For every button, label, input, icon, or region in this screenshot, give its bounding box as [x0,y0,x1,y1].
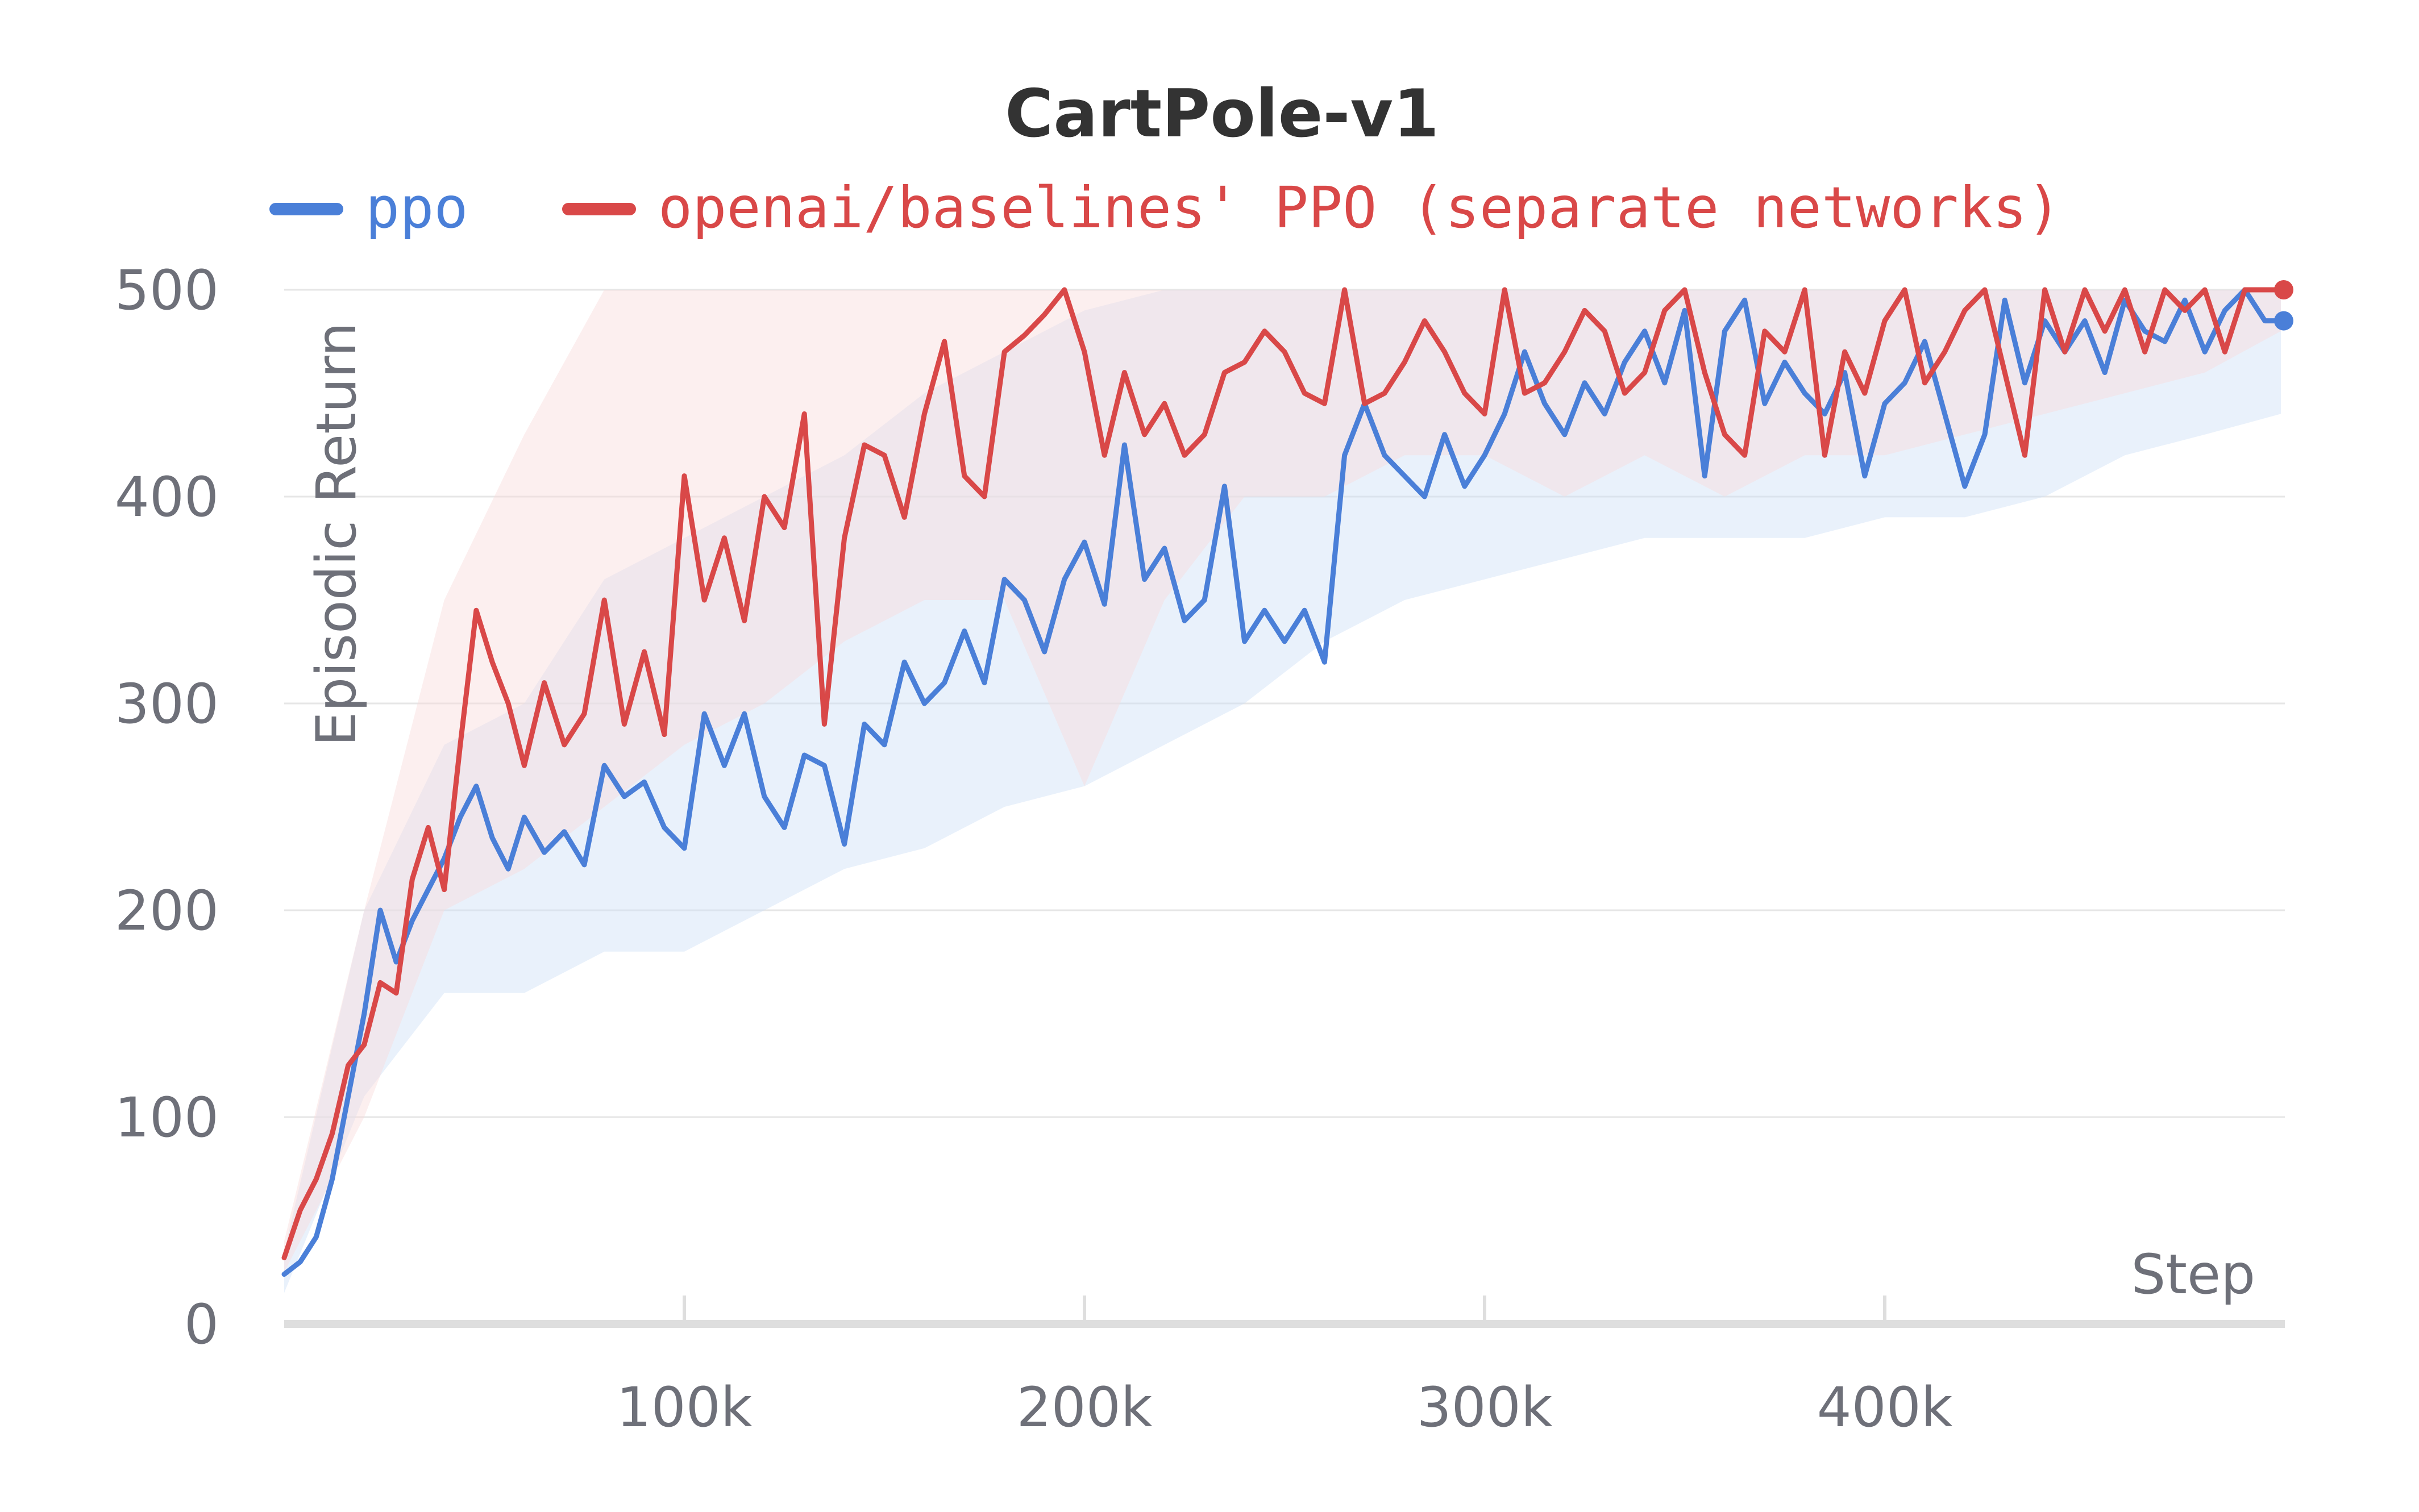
x-tick-label: 100k [617,1376,753,1439]
y-tick-label: 400 [115,465,219,529]
x-tick-label: 300k [1417,1376,1553,1439]
end-marker-series-1 [2273,311,2293,331]
grid [284,289,2285,1118]
y-tick-label: 300 [115,672,219,736]
x-tick-label: 400k [1817,1376,1953,1439]
legend-label: ppo [365,174,468,241]
x-axis: 100k 200k 300k 400k [284,1296,2285,1439]
y-tick-label: 200 [115,879,219,943]
legend-label: openai/baselines' PPO (separate networks… [658,174,2061,241]
band-series-2 [284,290,2281,1272]
band-series-1 [284,290,2281,1293]
end-marker-series-2 [2273,280,2293,299]
y-axis: 0 100 200 300 400 500 [115,259,219,1356]
line-series-2 [281,287,2284,1260]
y-tick-label: 500 [115,259,219,322]
series-lines [281,280,2293,1277]
legend: ppo openai/baselines' PPO (separate netwo… [269,174,2061,241]
y-tick-label: 100 [115,1086,219,1149]
y-tick-label: 0 [184,1293,219,1356]
line-series-1 [281,287,2284,1277]
y-axis-label: Episodic Return [305,322,368,746]
confidence-bands [284,290,2281,1293]
x-axis-label: Step [2131,1243,2255,1306]
chart-title: CartPole-v1 [1005,76,1439,152]
x-tick-label: 200k [1017,1376,1153,1439]
